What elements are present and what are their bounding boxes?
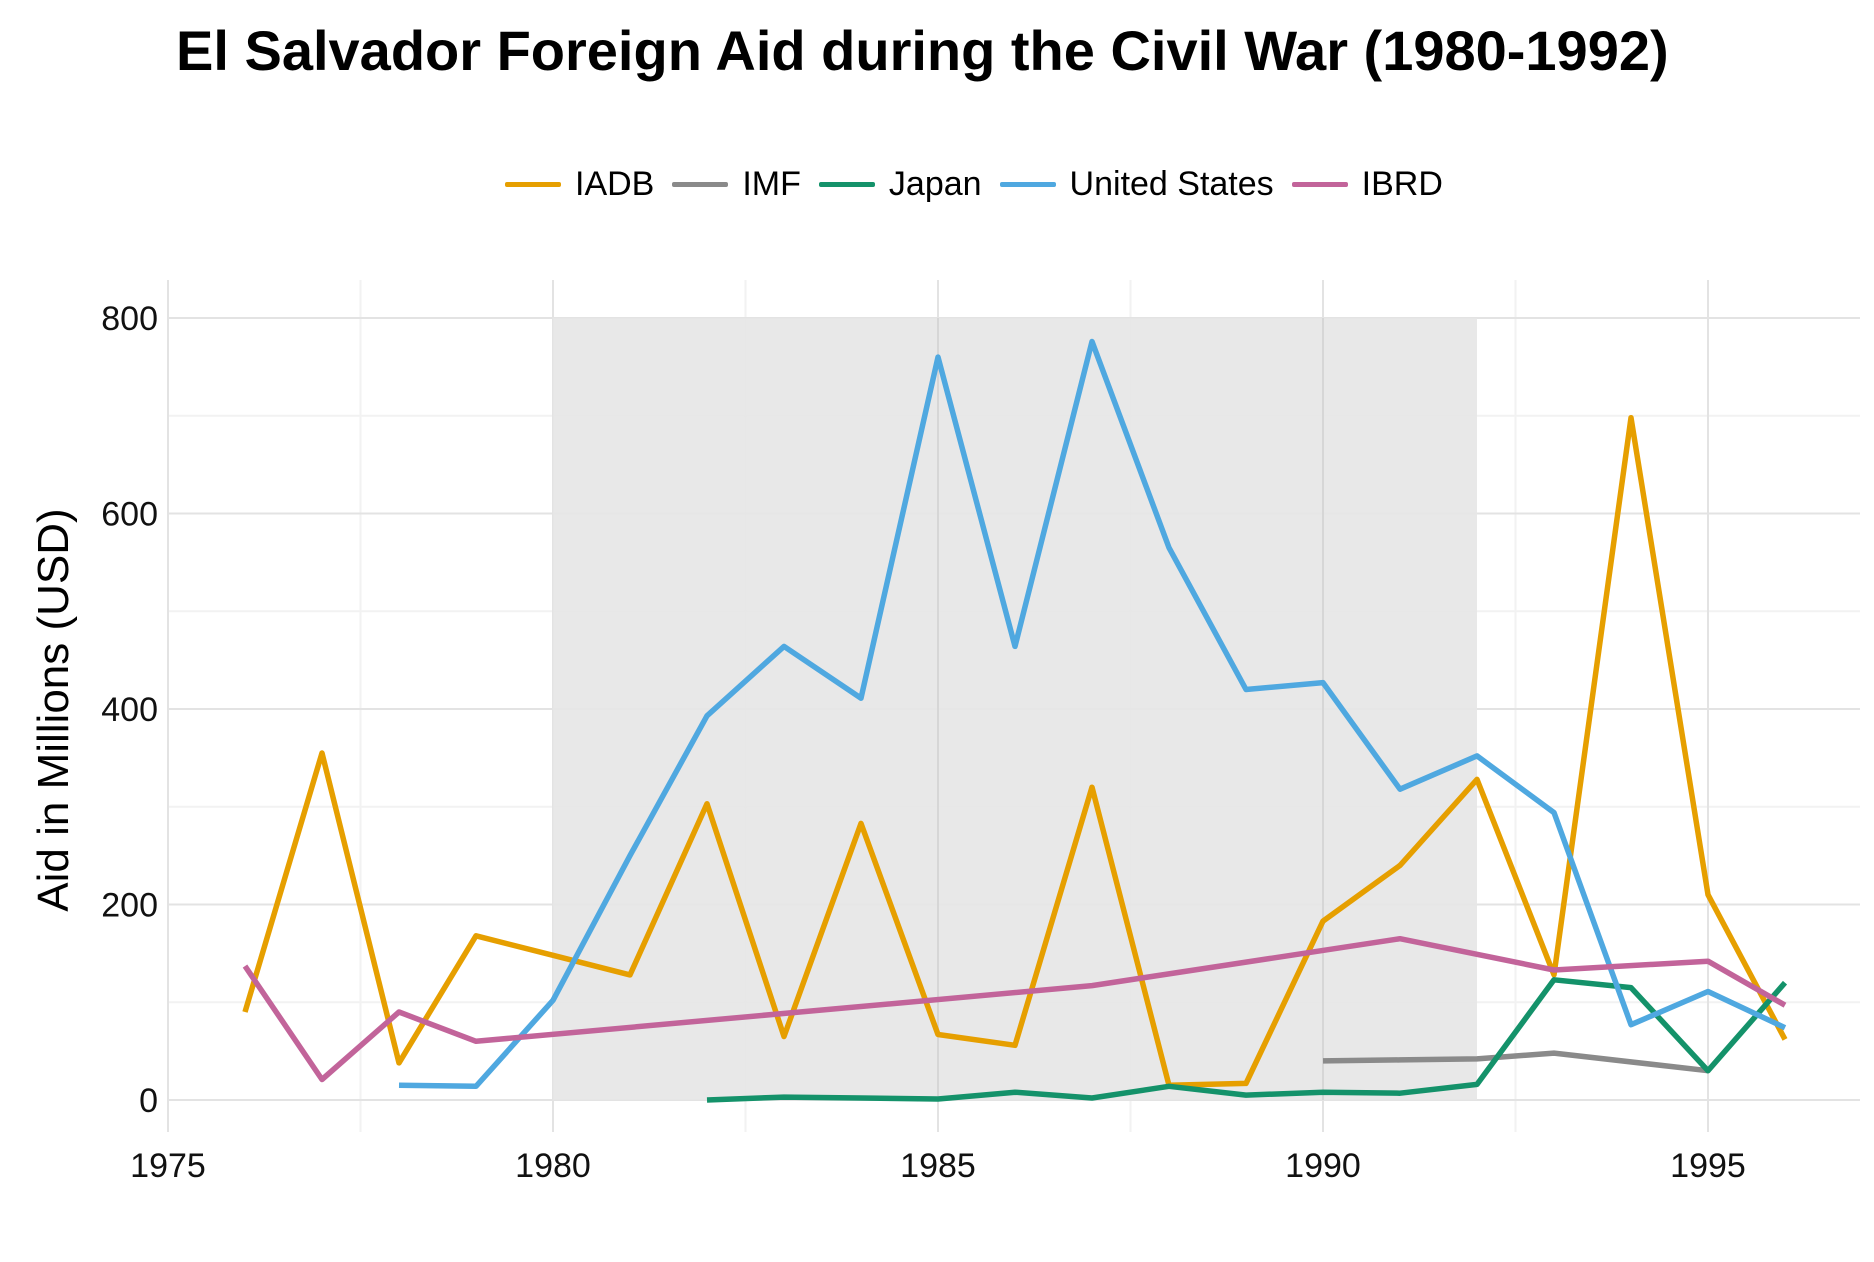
legend-swatch bbox=[1291, 182, 1348, 187]
legend-swatch bbox=[999, 182, 1056, 187]
legend-label: United States bbox=[1069, 165, 1274, 203]
x-tick-label: 1985 bbox=[900, 1147, 976, 1185]
legend-swatch bbox=[672, 182, 729, 187]
civil-war-shaded-region bbox=[553, 318, 1477, 1100]
series-line-japan bbox=[706, 977, 1788, 1103]
series-line-imf bbox=[1322, 1050, 1709, 1074]
chart-title: El Salvador Foreign Aid during the Civil… bbox=[176, 19, 1669, 82]
y-tick-label: 800 bbox=[101, 300, 158, 338]
x-tick-label: 1980 bbox=[515, 1147, 591, 1185]
legend: IADB IMF Japan United States IBRD bbox=[505, 165, 1461, 204]
legend-label: IBRD bbox=[1361, 165, 1443, 203]
legend-swatch bbox=[505, 182, 561, 187]
legend-item: IBRD bbox=[1291, 165, 1443, 204]
legend-label: Japan bbox=[888, 165, 982, 203]
y-tick-label: 0 bbox=[139, 1082, 158, 1120]
series-line-iadb bbox=[242, 414, 1788, 1089]
x-tick-label: 1975 bbox=[130, 1147, 206, 1185]
legend-item: Japan bbox=[818, 165, 982, 204]
y-tick-label: 400 bbox=[101, 691, 158, 729]
x-tick-label: 1990 bbox=[1285, 1147, 1361, 1185]
legend-label: IMF bbox=[742, 165, 801, 203]
legend-swatch bbox=[818, 182, 875, 187]
legend-item: United States bbox=[999, 165, 1274, 204]
x-tick-label: 1995 bbox=[1670, 1147, 1746, 1185]
y-tick-label: 200 bbox=[101, 887, 158, 925]
y-tick-label: 600 bbox=[101, 496, 158, 534]
legend-item: IADB bbox=[505, 165, 654, 204]
series-line-united-states bbox=[398, 338, 1787, 1090]
legend-item: IMF bbox=[672, 165, 801, 204]
legend-label: IADB bbox=[575, 165, 655, 203]
series-line-ibrd bbox=[242, 935, 1787, 1083]
